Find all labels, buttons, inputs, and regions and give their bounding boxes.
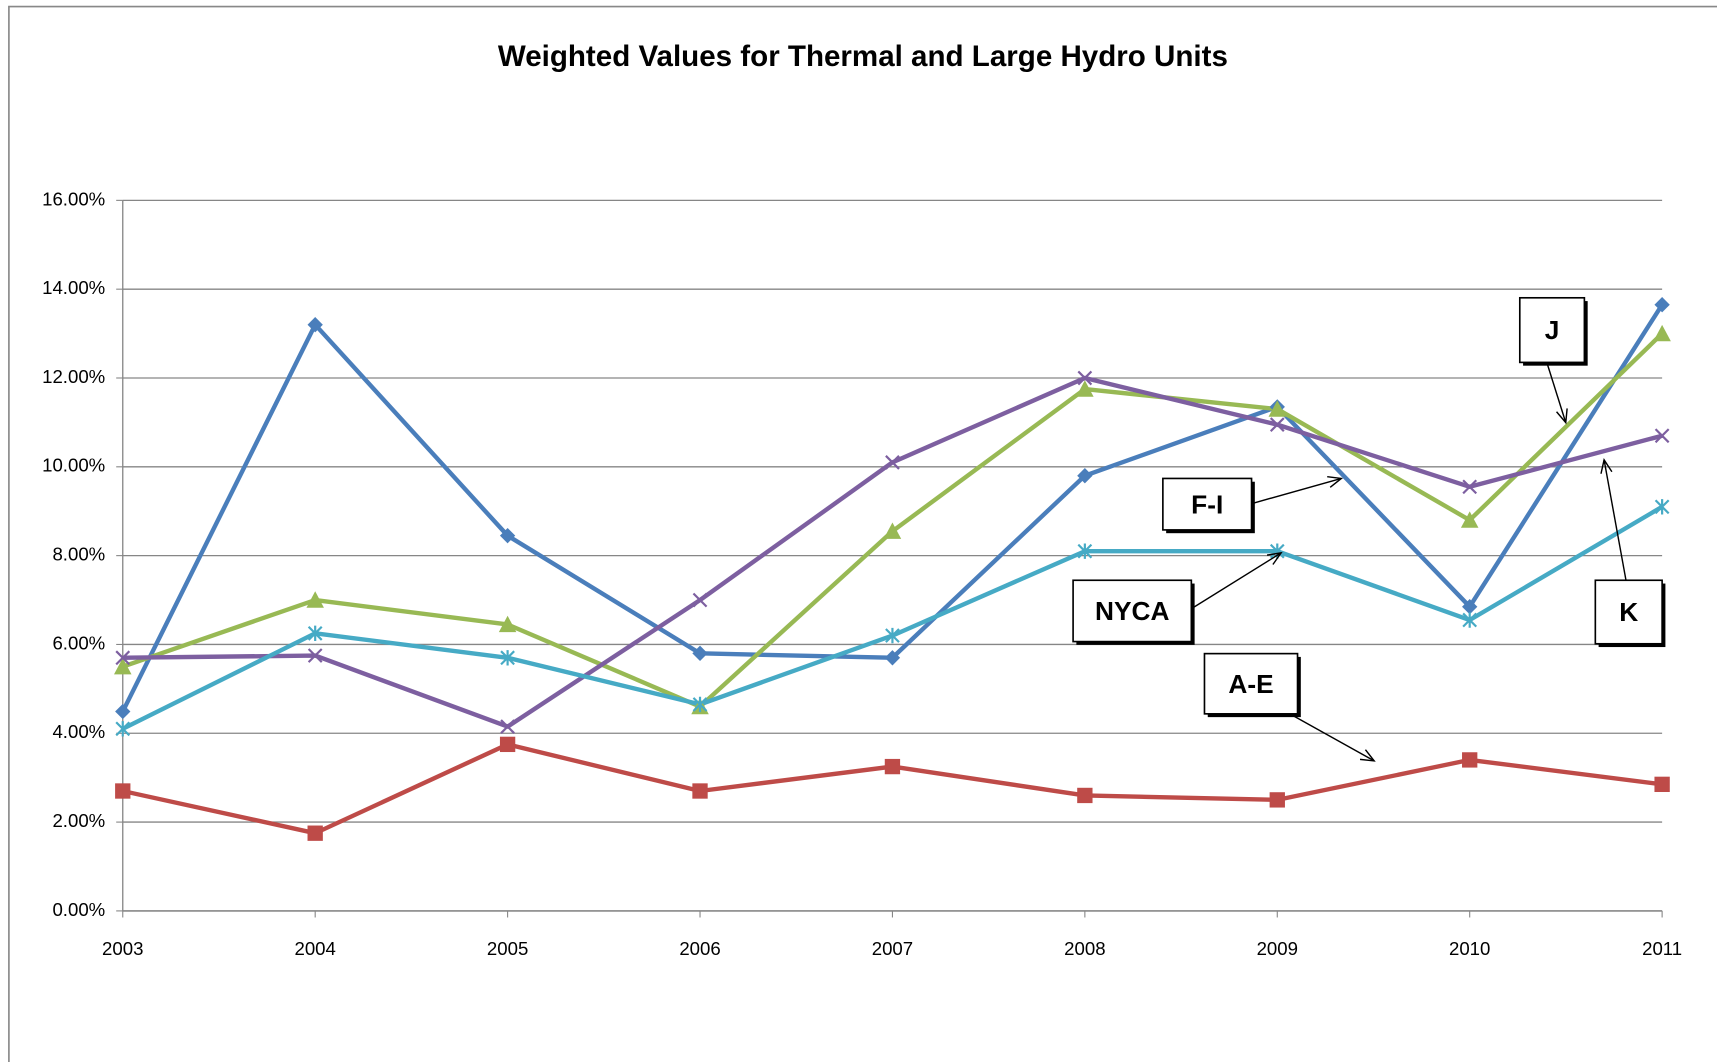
x-tick-label: 2008 xyxy=(1064,938,1105,959)
marker xyxy=(692,696,708,713)
marker xyxy=(1269,543,1285,559)
marker xyxy=(1462,752,1478,768)
callout-arrowhead xyxy=(1556,408,1568,425)
marker xyxy=(885,627,900,644)
marker xyxy=(1654,297,1670,313)
callout-box xyxy=(1594,579,1663,645)
chart-title: Weighted Values for Thermal and Large Hy… xyxy=(498,40,1228,73)
grid: 0.00% 2.00% 4.00% 6.00% 8.00% 10.00% 12.00% 14.… xyxy=(42,188,1682,959)
marker xyxy=(1653,324,1671,342)
callout-arrow xyxy=(1289,713,1375,762)
marker xyxy=(498,615,517,633)
plot xyxy=(114,297,1671,841)
marker xyxy=(692,592,708,608)
marker xyxy=(1654,428,1670,444)
marker xyxy=(1460,511,1479,528)
marker xyxy=(1268,400,1287,417)
marker xyxy=(115,650,131,666)
marker xyxy=(883,522,902,539)
callout-label: J xyxy=(1545,315,1560,345)
marker xyxy=(307,625,323,642)
marker xyxy=(1076,380,1094,397)
marker xyxy=(1269,792,1285,808)
marker xyxy=(1077,787,1093,804)
x-tick-label: 2005 xyxy=(487,938,528,959)
marker xyxy=(885,455,900,470)
callout-arrow xyxy=(1546,363,1567,423)
marker xyxy=(884,650,901,666)
y-tick-label: 0.00% xyxy=(52,899,105,920)
x-tick-label: 2006 xyxy=(679,938,720,959)
callout-box xyxy=(1203,652,1299,715)
marker xyxy=(500,719,515,734)
marker xyxy=(499,527,516,544)
marker xyxy=(1269,417,1285,432)
marker xyxy=(1462,612,1478,628)
callout-label: A-E xyxy=(1228,669,1273,699)
marker xyxy=(499,736,516,753)
marker xyxy=(306,591,324,608)
y-tick-label: 14.00% xyxy=(42,277,105,298)
y-tick-label: 10.00% xyxy=(42,455,105,476)
callout-label: F-I xyxy=(1191,489,1223,519)
chart-frame xyxy=(8,5,1717,1062)
marker xyxy=(884,758,901,775)
marker xyxy=(115,721,131,737)
series-line xyxy=(122,375,1663,729)
marker xyxy=(1077,543,1093,559)
callout-arrowhead xyxy=(1359,749,1376,762)
x-tick-label: 2010 xyxy=(1449,938,1490,959)
x-tick-label: 2004 xyxy=(294,938,335,959)
marker xyxy=(1462,599,1478,615)
marker xyxy=(500,650,515,666)
callout-arrow xyxy=(1603,459,1627,581)
callout-label: K xyxy=(1619,597,1638,627)
marker xyxy=(115,703,131,720)
marker xyxy=(307,825,323,841)
series-line xyxy=(122,742,1663,836)
x-tick-label: 2011 xyxy=(1642,938,1682,959)
marker xyxy=(692,783,708,799)
x-tick-label: 2007 xyxy=(872,938,913,959)
marker xyxy=(115,783,131,799)
callout-box xyxy=(1162,477,1253,531)
callout-arrowhead xyxy=(1266,551,1283,565)
marker xyxy=(1077,468,1093,484)
y-tick-label: 6.00% xyxy=(52,632,105,653)
marker xyxy=(1462,479,1478,495)
x-tick-label: 2009 xyxy=(1257,938,1298,959)
marker xyxy=(692,645,708,661)
marker xyxy=(1077,370,1093,386)
marker xyxy=(1654,776,1670,793)
callout-box xyxy=(1518,296,1586,364)
y-tick-label: 16.00% xyxy=(42,188,105,209)
y-tick-label: 8.00% xyxy=(52,544,105,565)
y-tick-label: 4.00% xyxy=(52,721,105,742)
x-tick-label: 2003 xyxy=(102,938,143,959)
callout-arrow xyxy=(1251,477,1342,505)
callout-arrowhead xyxy=(1327,475,1344,488)
callouts: F-I A-E J K NYCA xyxy=(1072,296,1666,762)
y-tick-label: 12.00% xyxy=(42,366,105,387)
marker xyxy=(307,648,323,663)
callout-label: NYCA xyxy=(1095,596,1169,626)
callout-box xyxy=(1072,579,1193,643)
marker xyxy=(114,657,132,675)
y-tick-label: 2.00% xyxy=(52,810,105,831)
callout-arrowhead xyxy=(1600,458,1613,474)
series-line xyxy=(121,504,1664,731)
callout-arrow xyxy=(1190,552,1282,610)
marker xyxy=(1654,499,1670,515)
